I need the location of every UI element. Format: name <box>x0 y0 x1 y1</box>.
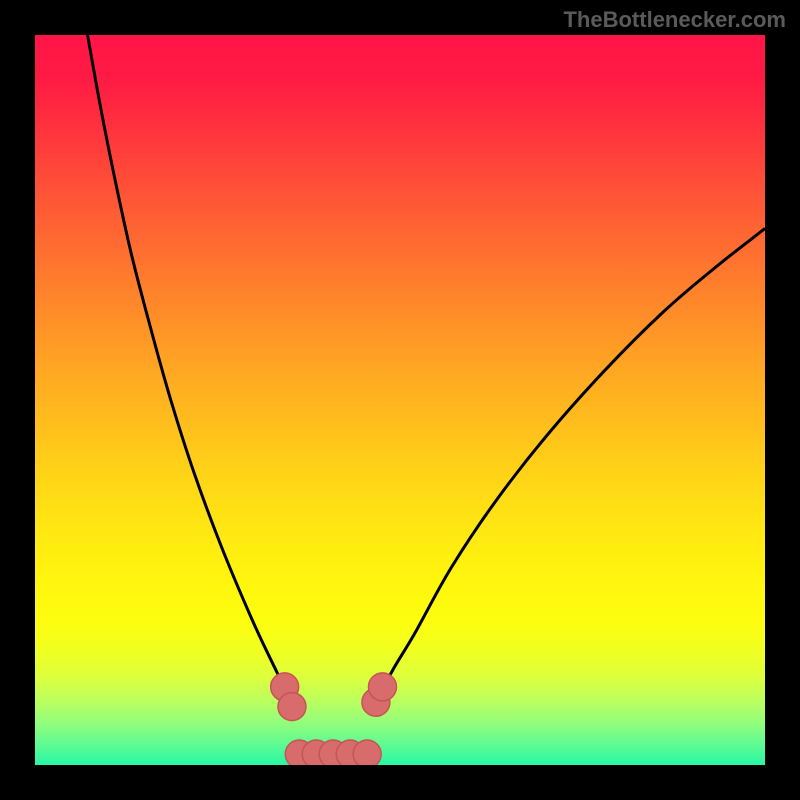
curve-layer <box>35 35 765 765</box>
watermark: TheBottlenecker.com <box>563 7 786 33</box>
left-curve <box>88 35 291 699</box>
marker-group <box>271 673 397 765</box>
data-marker <box>368 673 396 701</box>
data-marker <box>353 740 381 765</box>
data-marker <box>278 693 306 721</box>
right-curve <box>378 228 765 699</box>
plot-area <box>35 35 765 765</box>
